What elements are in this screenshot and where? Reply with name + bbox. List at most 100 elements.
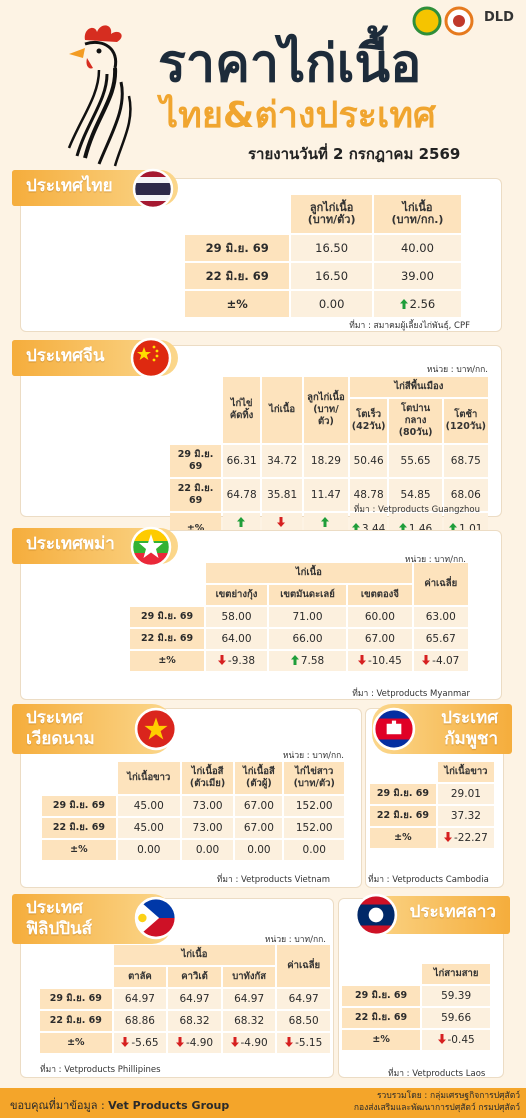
column-header: ไก่เนื้อขาว bbox=[117, 762, 180, 794]
data-row: 22 มิ.ย. 69 64.78 35.81 11.47 48.78 54.85 68.0… bbox=[170, 479, 488, 511]
change-cell: -4.07 bbox=[413, 651, 468, 671]
price-table: ลูกไก่เนื้อ (บาท/ตัว) ไก่เนื้อ (บาท/กก.) 2… bbox=[183, 193, 463, 319]
row-label: ±% bbox=[130, 651, 205, 671]
column-header: ไก่เนื้อขาว bbox=[437, 762, 494, 782]
table: ไก่เนื้อ ค่าเฉลี่ย ตาลัค คาวิเต้ บาทังกัส 29 … bbox=[38, 943, 332, 1055]
cell-value: -9.38 bbox=[227, 655, 256, 667]
price-cell: 37.32 bbox=[437, 806, 494, 826]
data-row: 22 มิ.ย. 69 45.00 73.00 67.00 152.00 bbox=[42, 818, 344, 838]
cell-value: 50.46 bbox=[353, 455, 384, 467]
change-cell: -4.90 bbox=[168, 1033, 221, 1053]
column-header: ไก่เนื้อ bbox=[262, 377, 303, 443]
header-row: ไก่เนื้อ ค่าเฉลี่ย bbox=[130, 563, 468, 605]
price-cell: 66.00 bbox=[268, 629, 347, 649]
data-row: 29 มิ.ย. 69 59.39 bbox=[342, 986, 490, 1006]
source: ที่มา : Vetproducts Guangzhou bbox=[353, 505, 480, 515]
change-cell: -5.15 bbox=[277, 1033, 330, 1053]
price-cell: 68.06 bbox=[443, 479, 488, 511]
column-header: ค่าเฉลี่ย bbox=[277, 945, 330, 987]
header-row: เขตย่างกุ้ง เขตมันดะเลย์ เขตตองจี bbox=[130, 585, 468, 605]
thanks-label: ขอบคุณที่มาข้อมูล : bbox=[10, 1099, 105, 1112]
cell-value: 59.66 bbox=[441, 1012, 472, 1024]
cell-value: 68.50 bbox=[288, 1015, 319, 1027]
flag bbox=[130, 526, 172, 568]
cell-value: 16.50 bbox=[315, 269, 349, 283]
price-cell: 73.00 bbox=[181, 796, 234, 816]
source: ที่มา : Vetproducts Myanmar bbox=[352, 689, 470, 699]
price-cell: 68.50 bbox=[277, 1011, 330, 1031]
column-header: โตช้า (120วัน) bbox=[443, 399, 488, 443]
column-header: โตเร็ว (42วัน) bbox=[349, 399, 388, 443]
column-header: ตาลัค bbox=[113, 967, 167, 987]
table: ไก่สามสาย 29 มิ.ย. 69 59.39 22 มิ.ย. 69 59.6… bbox=[340, 962, 492, 1052]
change-cell: -4.90 bbox=[222, 1033, 276, 1053]
row-label: 29 มิ.ย. 69 bbox=[130, 607, 205, 627]
thanks-source: Vet Products Group bbox=[108, 1099, 230, 1112]
arrow-up bbox=[449, 523, 458, 533]
header-row: ไก่เนื้อ ค่าเฉลี่ย bbox=[40, 945, 330, 987]
data-row: 22 มิ.ย. 69 16.50 39.00 bbox=[185, 263, 461, 289]
price-table: ไก่ไข่ คัดทิ้ง ไก่เนื้อ ลูกไก่เนื้อ (บาท/ต… bbox=[168, 375, 490, 547]
cell-value: 18.29 bbox=[310, 455, 341, 467]
table-body: 29 มิ.ย. 69 66.31 34.72 18.29 50.46 55.65 68.7… bbox=[170, 445, 488, 545]
data-row: ±% -0.45 bbox=[342, 1030, 490, 1050]
price-cell: 16.50 bbox=[291, 235, 372, 261]
column-header: ไก่เนื้อสี (ตัวผู้) bbox=[235, 762, 283, 794]
data-row: 29 มิ.ย. 69 66.31 34.72 18.29 50.46 55.65 68.7… bbox=[170, 445, 488, 477]
group-header: ไก่สีพื้นเมือง bbox=[349, 377, 488, 397]
arrow-up bbox=[290, 655, 299, 665]
cell-value: 68.32 bbox=[179, 1015, 210, 1027]
row-label: ±% bbox=[185, 291, 290, 317]
change-cell: 0.00 bbox=[181, 840, 234, 860]
corner-cell bbox=[40, 945, 112, 987]
arrow-down bbox=[175, 1037, 184, 1047]
cell-value: 64.78 bbox=[226, 489, 257, 501]
row-label: 22 มิ.ย. 69 bbox=[342, 1008, 421, 1028]
department: กองส่งเสริมและพัฒนาการปศุสัตว์ กรมปศุสัต… bbox=[353, 1103, 520, 1113]
header-row: ไก่ไข่ คัดทิ้ง ไก่เนื้อ ลูกไก่เนื้อ (บาท/ต… bbox=[170, 377, 488, 443]
arrow-up bbox=[351, 523, 360, 533]
data-row: 22 มิ.ย. 69 64.00 66.00 67.00 65.67 bbox=[130, 629, 468, 649]
source: ที่มา : สมาคมผู้เลี้ยงไก่พันธุ์, CPF bbox=[349, 321, 470, 331]
column-header: ค่าเฉลี่ย bbox=[413, 563, 468, 605]
column-header: คาวิเต้ bbox=[168, 967, 221, 987]
cell-value: 29.01 bbox=[450, 788, 481, 800]
price-cell: 63.00 bbox=[413, 607, 468, 627]
change-cell: -5.65 bbox=[113, 1033, 167, 1053]
price-cell: 68.86 bbox=[113, 1011, 167, 1031]
change-cell: -22.27 bbox=[437, 828, 494, 848]
cell-value: -22.27 bbox=[453, 832, 488, 844]
cell-value: 64.00 bbox=[221, 633, 252, 645]
unit: หน่วย : บาท/กก. bbox=[404, 555, 466, 565]
agency-logos bbox=[412, 6, 474, 36]
price-cell: 64.97 bbox=[277, 989, 330, 1009]
compiled-by: รวบรวมโดย : กลุ่มเศรษฐกิจการปศุสัตว์ bbox=[376, 1091, 520, 1101]
arrow-down bbox=[437, 1034, 446, 1044]
source: ที่มา : Vetproducts Cambodia bbox=[368, 875, 489, 885]
price-cell: 67.00 bbox=[348, 629, 412, 649]
row-label: ±% bbox=[342, 1030, 421, 1050]
data-row: 22 มิ.ย. 69 59.66 bbox=[342, 1008, 490, 1028]
price-cell: 67.00 bbox=[235, 796, 283, 816]
corner-cell bbox=[370, 762, 436, 782]
table-head: ไก่สามสาย bbox=[342, 964, 490, 984]
change-cell: 2.56 bbox=[373, 291, 461, 317]
flag bbox=[130, 337, 172, 379]
price-table: ไก่เนื้อ ค่าเฉลี่ย ตาลัค คาวิเต้ บาทังกัส 29 … bbox=[38, 943, 332, 1055]
table: ลูกไก่เนื้อ (บาท/ตัว) ไก่เนื้อ (บาท/กก.) 2… bbox=[183, 193, 463, 319]
price-cell: 68.75 bbox=[443, 445, 488, 477]
price-cell: 40.00 bbox=[373, 235, 461, 261]
table-body: 29 มิ.ย. 69 58.00 71.00 60.00 63.00 22 มิ.ย. … bbox=[130, 607, 468, 671]
row-label: ±% bbox=[40, 1033, 112, 1053]
price-cell: 35.81 bbox=[262, 479, 303, 511]
cell-value: -4.90 bbox=[240, 1037, 268, 1049]
header-row: ไก่เนื้อขาว bbox=[370, 762, 494, 782]
cell-value: 67.00 bbox=[364, 633, 395, 645]
change-cell: -10.45 bbox=[348, 651, 412, 671]
cell-value: 65.67 bbox=[425, 633, 456, 645]
price-cell: 66.31 bbox=[223, 445, 261, 477]
cell-value: 68.32 bbox=[234, 1015, 265, 1027]
cell-value: 55.65 bbox=[400, 455, 431, 467]
arrow-down bbox=[285, 1037, 294, 1047]
